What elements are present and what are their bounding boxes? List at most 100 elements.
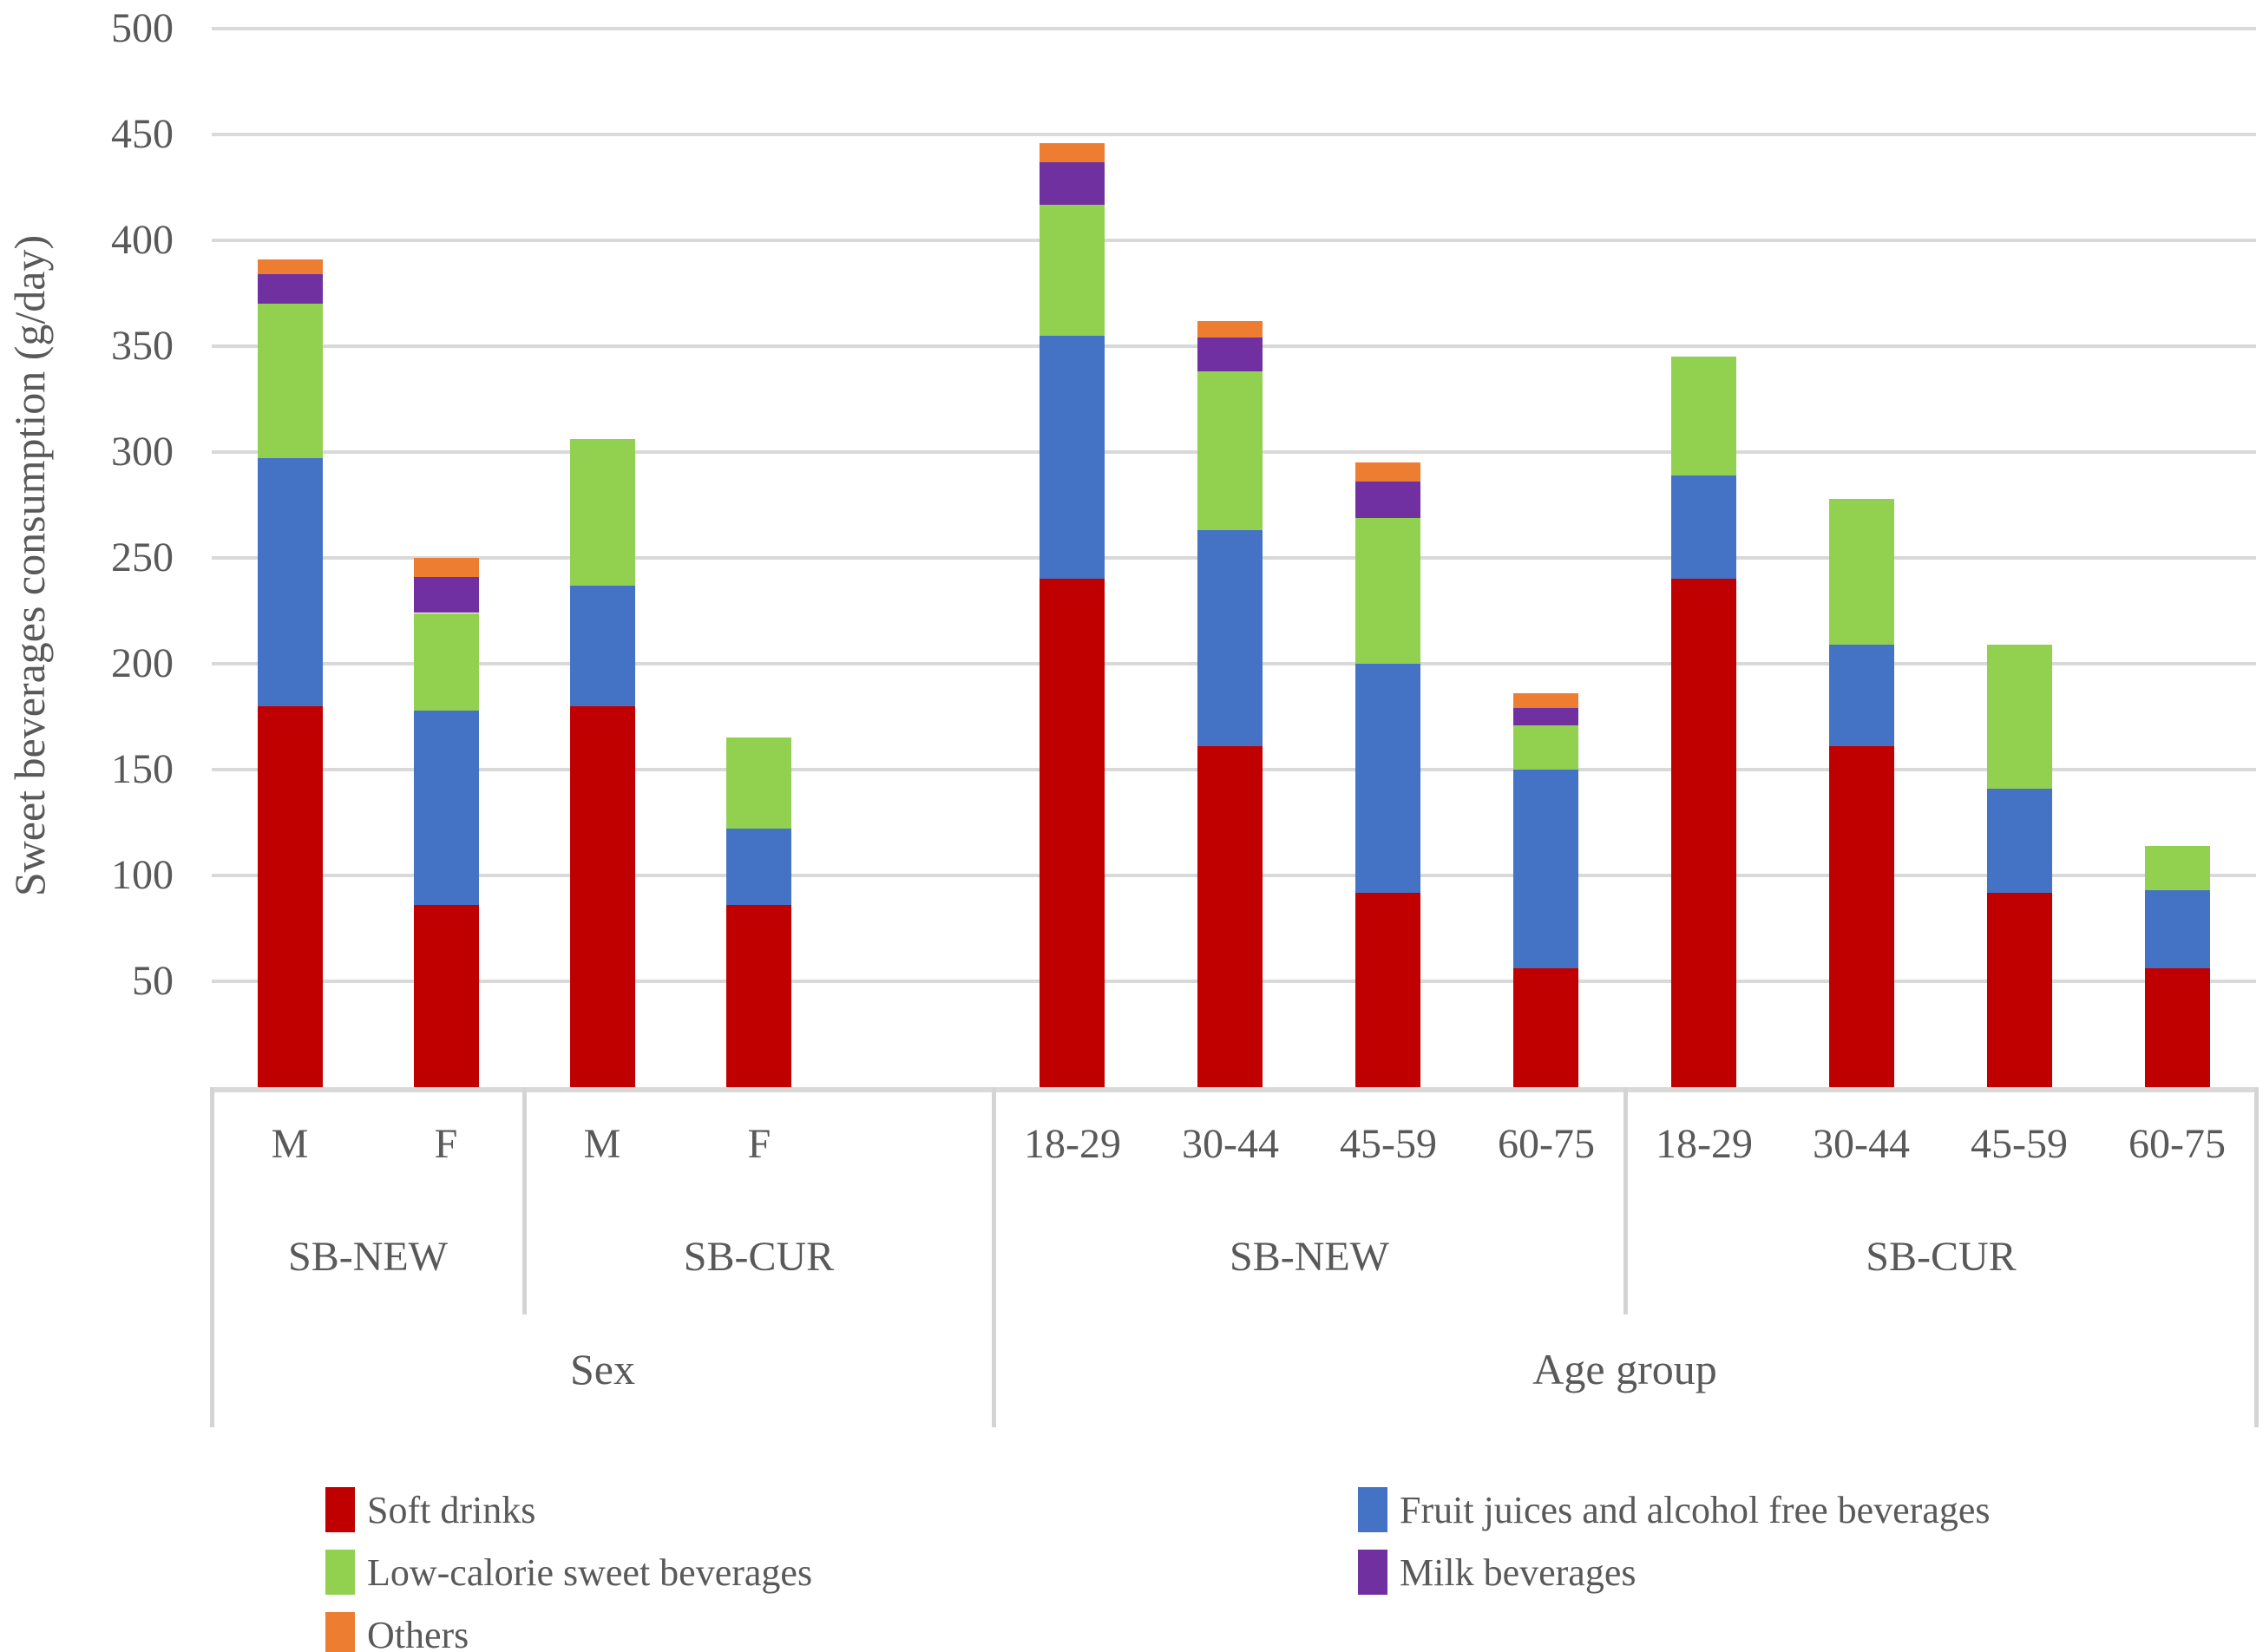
- axis-tick-label: 45-59: [1340, 1120, 1437, 1167]
- y-tick-label: 500: [111, 5, 174, 51]
- legend-swatch-soft-drinks: [325, 1487, 355, 1532]
- legend-item-fruit-juices: Fruit juices and alcohol free beverages: [1358, 1482, 1991, 1537]
- axis-tick-label: 18-29: [1656, 1120, 1753, 1167]
- bar-segment-soft-drinks: [1829, 746, 1894, 1087]
- y-tick-label: 400: [111, 217, 174, 263]
- bar-segment-fruit-juices: [258, 458, 323, 706]
- axis-group-label: SB-CUR: [1866, 1233, 2017, 1280]
- axis-section-label: Sex: [570, 1345, 635, 1393]
- y-tick-label: 150: [111, 746, 174, 792]
- gridline: [212, 239, 2256, 242]
- axis-tick-label: F: [747, 1120, 771, 1167]
- bar-segment-low-calorie: [1040, 204, 1105, 336]
- axis-tick-label: F: [434, 1120, 458, 1167]
- bar-segment-fruit-juices: [1987, 788, 2052, 893]
- x-axis-baseline: [212, 1087, 2256, 1092]
- legend-item-low-calorie: Low-calorie sweet beverages: [325, 1544, 812, 1600]
- bar-segment-soft-drinks: [570, 705, 635, 1087]
- bar-segment-others: [414, 558, 479, 577]
- y-tick-label: 300: [111, 429, 174, 475]
- bar-segment-soft-drinks: [1671, 579, 1736, 1087]
- y-tick-label: 50: [132, 958, 174, 1004]
- axis-section-label: Age group: [1532, 1345, 1717, 1393]
- bar: [2145, 29, 2210, 1087]
- y-tick-label: 450: [111, 111, 174, 157]
- bar: [1987, 29, 2052, 1087]
- bar-segment-soft-drinks: [726, 905, 791, 1087]
- bar-segment-low-calorie: [2145, 845, 2210, 891]
- bar-segment-low-calorie: [1355, 517, 1420, 664]
- legend-label: Low-calorie sweet beverages: [367, 1550, 813, 1594]
- bar: [414, 29, 479, 1087]
- bar-segment-milk: [1513, 708, 1578, 725]
- legend-swatch-low-calorie: [325, 1550, 355, 1595]
- legend-label: Others: [367, 1613, 469, 1652]
- axis-group-label: SB-NEW: [288, 1233, 448, 1280]
- legend-label: Fruit juices and alcohol free beverages: [1400, 1488, 1991, 1531]
- legend-item-soft-drinks: Soft drinks: [325, 1482, 535, 1537]
- bar-segment-others: [258, 259, 323, 274]
- bar-segment-others: [1355, 462, 1420, 482]
- bar-segment-milk: [1355, 482, 1420, 518]
- bar-segment-fruit-juices: [414, 710, 479, 906]
- bar-segment-soft-drinks: [1987, 892, 2052, 1087]
- bar-segment-soft-drinks: [2145, 968, 2210, 1087]
- bar-segment-fruit-juices: [2145, 890, 2210, 969]
- bar-segment-soft-drinks: [1040, 579, 1105, 1087]
- legend-item-milk: Milk beverages: [1358, 1544, 1636, 1600]
- bar-segment-soft-drinks: [1197, 746, 1263, 1087]
- bar-segment-low-calorie: [1197, 371, 1263, 531]
- legend-swatch-others: [325, 1612, 355, 1652]
- axis-group-label: SB-NEW: [1230, 1233, 1389, 1280]
- bar-segment-fruit-juices: [570, 585, 635, 706]
- bar-segment-fruit-juices: [1671, 475, 1736, 580]
- bar-segment-fruit-juices: [1355, 664, 1420, 893]
- axis-divider: [522, 1087, 527, 1314]
- legend-label: Soft drinks: [367, 1488, 536, 1531]
- axis-tick-label: 60-75: [1498, 1120, 1595, 1167]
- bar-segment-others: [1197, 320, 1263, 338]
- bar-segment-milk: [1040, 161, 1105, 205]
- bar-segment-fruit-juices: [1513, 770, 1578, 969]
- bar: [1671, 29, 1736, 1087]
- bar: [1513, 29, 1578, 1087]
- axis-divider: [1623, 1087, 1628, 1314]
- y-tick-label: 350: [111, 323, 174, 369]
- bar-segment-others: [1040, 142, 1105, 162]
- bar: [570, 29, 635, 1087]
- bar-segment-milk: [1197, 338, 1263, 372]
- bar-segment-milk: [414, 576, 479, 613]
- bar-segment-low-calorie: [1671, 357, 1736, 475]
- y-tick-label: 100: [111, 852, 174, 898]
- bar-segment-low-calorie: [1987, 645, 2052, 789]
- axis-tick-label: M: [271, 1120, 309, 1167]
- axis-tick-label: 30-44: [1813, 1120, 1910, 1167]
- axis-divider: [210, 1087, 214, 1427]
- bar: [1355, 29, 1420, 1087]
- axis-tick-label: 45-59: [1971, 1120, 2068, 1167]
- axis-tick-label: M: [583, 1120, 621, 1167]
- legend-swatch-milk: [1358, 1550, 1387, 1595]
- bar-segment-fruit-juices: [726, 829, 791, 906]
- y-tick-label: 250: [111, 534, 174, 580]
- bar: [1197, 29, 1263, 1087]
- bar-segment-fruit-juices: [1197, 530, 1263, 747]
- y-tick-label: 200: [111, 640, 174, 686]
- bar-segment-soft-drinks: [1513, 968, 1578, 1087]
- bar-segment-soft-drinks: [258, 705, 323, 1087]
- axis-tick-label: 30-44: [1182, 1120, 1279, 1167]
- axis-divider: [2254, 1087, 2259, 1427]
- bar: [258, 29, 323, 1087]
- bar-segment-low-calorie: [414, 613, 479, 711]
- gridline: [212, 27, 2256, 30]
- bar-segment-low-calorie: [570, 439, 635, 586]
- bar-segment-low-calorie: [1829, 498, 1894, 645]
- legend-swatch-fruit-juices: [1358, 1487, 1387, 1532]
- bar: [1040, 29, 1105, 1087]
- axis-tick-label: 18-29: [1024, 1120, 1121, 1167]
- legend-item-others: Others: [325, 1607, 469, 1652]
- bar-segment-milk: [258, 274, 323, 305]
- axis-group-label: SB-CUR: [683, 1233, 835, 1280]
- bar-segment-fruit-juices: [1829, 645, 1894, 747]
